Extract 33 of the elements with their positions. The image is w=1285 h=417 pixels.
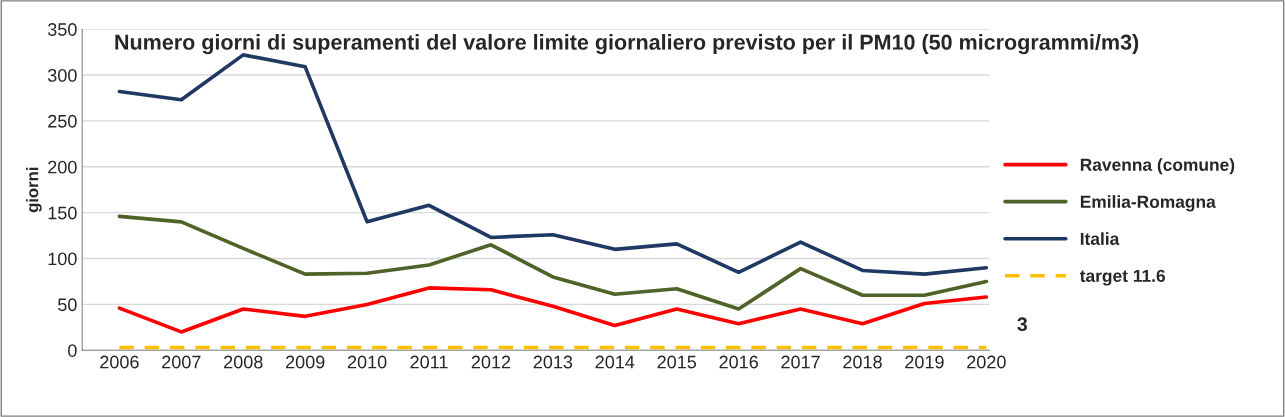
x-tick-label: 2008 xyxy=(224,355,263,369)
line-series xyxy=(117,53,989,276)
x-tick-label: 2010 xyxy=(347,355,387,369)
x-tick-label: 2016 xyxy=(719,355,758,369)
legend-label: Italia xyxy=(1080,232,1120,246)
legend-label: target 11.6 xyxy=(1079,269,1165,286)
legend-label: Emilia-Romagna xyxy=(1080,195,1216,212)
x-tick-label: 2011 xyxy=(410,355,448,369)
x-tick-label: 2014 xyxy=(595,355,635,369)
y-tick-label: 350 xyxy=(47,23,77,36)
x-tick-label: 2009 xyxy=(286,355,325,369)
legend-label: Ravenna (comune) xyxy=(1080,158,1235,175)
annotation: 3 xyxy=(1017,317,1028,332)
x-tick-label: 2018 xyxy=(843,355,882,369)
y-tick-label: 200 xyxy=(48,160,77,174)
y-axis-title: giorni xyxy=(26,167,42,213)
x-tick-label: 2006 xyxy=(100,355,139,369)
x-tick-label: 2017 xyxy=(781,355,820,369)
chart-title: Numero giorni di superamenti del valore limite giornaliero previsto per il PM10 (50 microgrammi/m3) xyxy=(115,34,1139,55)
line-series xyxy=(117,286,989,334)
y-tick-label: 50 xyxy=(58,298,77,312)
y-tick-label: 300 xyxy=(47,68,77,82)
y-tick-label: 0 xyxy=(68,344,77,357)
x-tick-label: 2015 xyxy=(657,355,697,369)
y-tick-label: 150 xyxy=(48,206,77,220)
x-tick-label: 2007 xyxy=(162,355,201,369)
x-tick-label: 2012 xyxy=(471,355,511,369)
y-tick-label: 100 xyxy=(48,252,77,266)
line-series xyxy=(117,214,989,311)
y-tick-label: 250 xyxy=(48,114,77,128)
x-tick-label: 2020 xyxy=(967,355,1006,369)
x-tick-label: 2013 xyxy=(533,355,573,369)
x-tick-label: 2019 xyxy=(905,355,944,369)
